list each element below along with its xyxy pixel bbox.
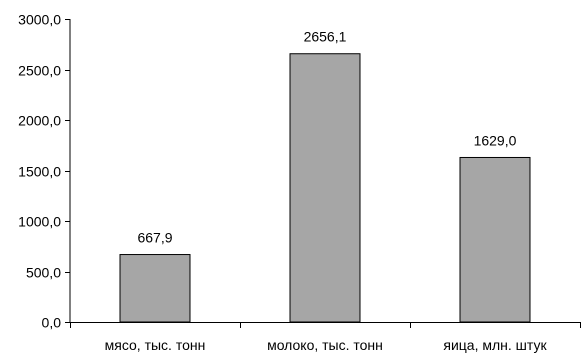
x-category-label: яица, млн. штук: [443, 337, 547, 353]
y-tick-label: 1500,0: [18, 164, 61, 180]
data-label: 2656,1: [304, 29, 347, 45]
y-tick-label: 3000,0: [18, 12, 61, 28]
bar: [289, 53, 361, 323]
y-tick-label: 0,0: [42, 315, 62, 331]
bar: [459, 156, 531, 323]
x-category-label: мясо, тыс. тонн: [105, 337, 206, 353]
x-axis: мясо, тыс. тонн молоко, тыс. тонн яица, мл…: [70, 322, 581, 353]
y-axis: 0,0 500,0 1000,0 1500,0 2000,0 2500,0 3000,0: [18, 12, 71, 331]
data-label: 1629,0: [474, 132, 517, 148]
y-tick-label: 500,0: [26, 265, 61, 281]
x-category-label: молоко, тыс. тонн: [267, 337, 383, 353]
y-tick-label: 2500,0: [18, 63, 61, 79]
y-tick-label: 1000,0: [18, 214, 61, 230]
data-label: 667,9: [137, 230, 172, 246]
bar: [119, 254, 191, 323]
data-labels: 667,9 2656,1 1629,0: [137, 29, 516, 246]
bars: [119, 53, 531, 323]
y-tick-label: 2000,0: [18, 113, 61, 129]
